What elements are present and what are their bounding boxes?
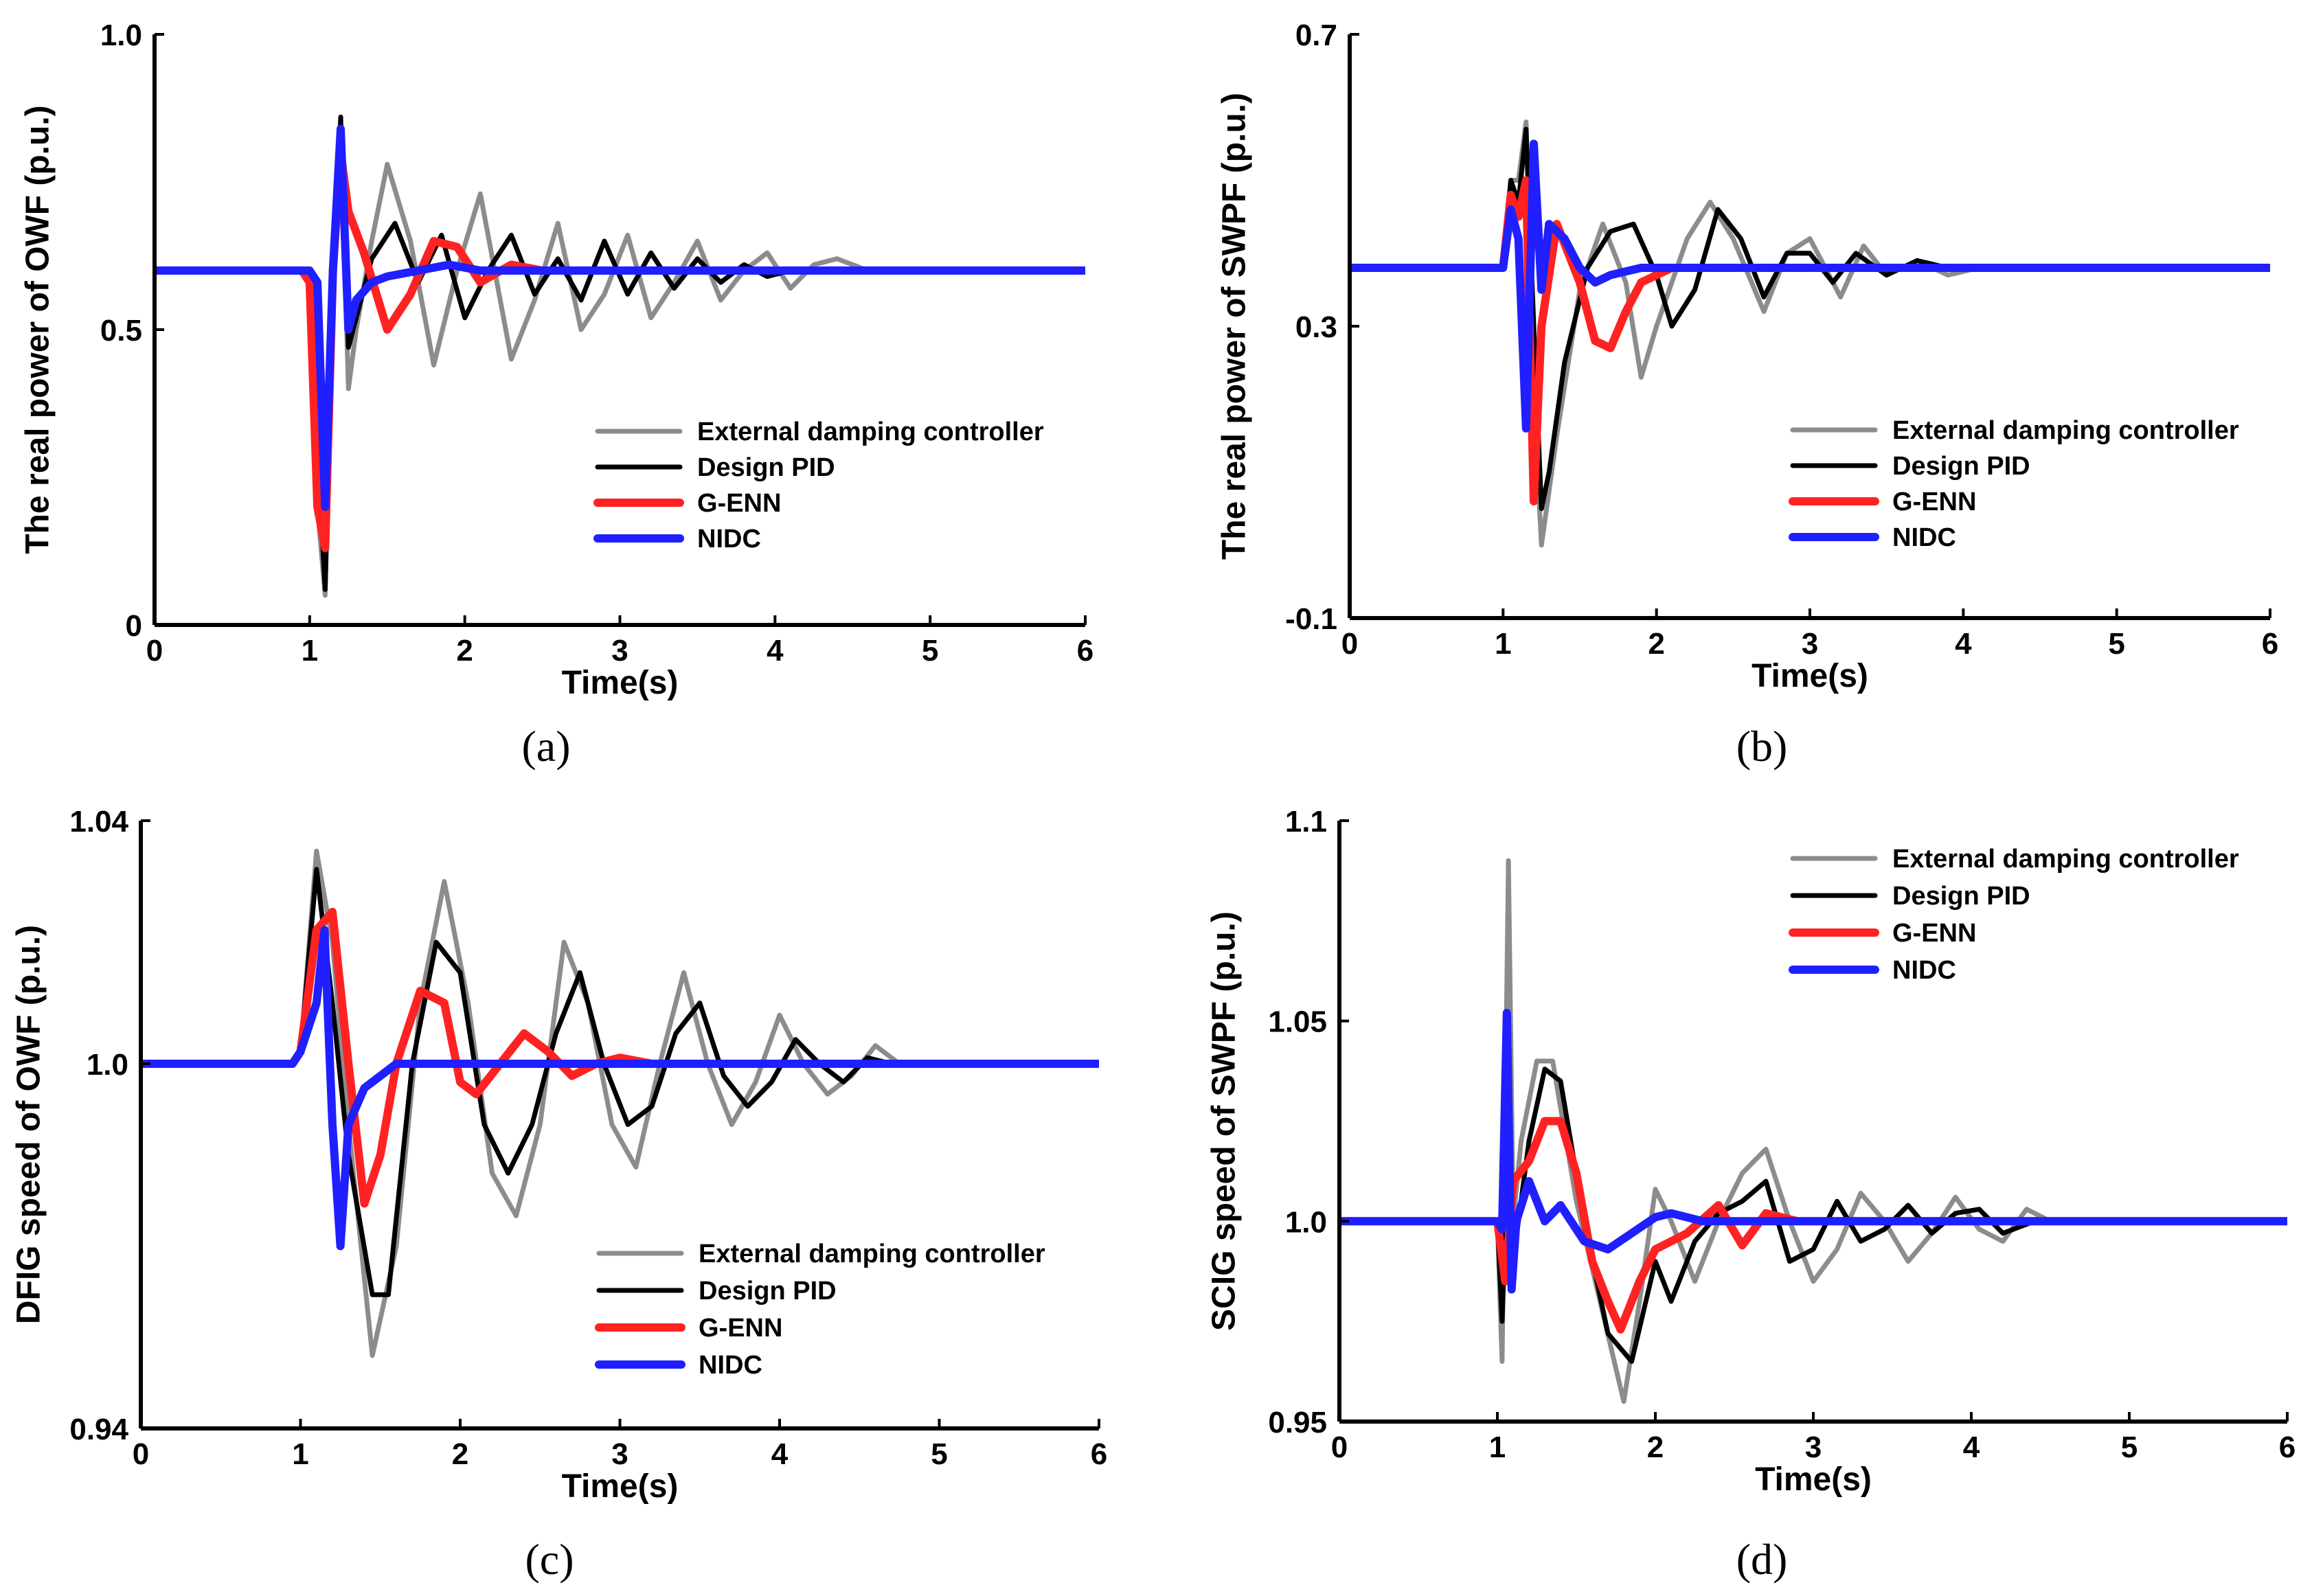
x-tick-label: 1 <box>302 634 318 668</box>
legend-label: G-ENN <box>1892 919 1976 948</box>
series-line-external-damping-controller <box>155 126 1085 598</box>
legend-label: NIDC <box>1892 523 1956 552</box>
panel-label: (c) <box>525 1535 574 1584</box>
series-line-nidc <box>1350 139 2270 433</box>
y-tick-label: 0.94 <box>69 1413 128 1446</box>
series-line-design-pid <box>155 114 1085 592</box>
x-tick-label: 5 <box>2121 1430 2138 1464</box>
y-axis-title: The real power of OWF (p.u.) <box>20 105 56 554</box>
x-tick-label: 5 <box>2108 627 2124 661</box>
x-tick-label: 5 <box>931 1437 947 1471</box>
chart-panel-4: 0 1 2 3 4 5 6 0.95 1.0 1.05 1.1 Time(s) SCIG speed o… <box>1206 805 2296 1584</box>
x-tick-label: 4 <box>1963 1430 1980 1464</box>
x-tick-label: 6 <box>1077 634 1093 668</box>
y-tick-label: 0.95 <box>1268 1406 1327 1439</box>
series-line-nidc <box>1339 1009 2287 1294</box>
series-line-g-enn <box>1339 1117 2287 1334</box>
x-tick-label: 2 <box>1647 1430 1664 1464</box>
series-line-design-pid <box>141 867 1099 1297</box>
legend-label: G-ENN <box>699 1314 782 1343</box>
x-axis-title: Time(s) <box>1755 1461 1872 1498</box>
x-tick-label: 0 <box>133 1437 149 1471</box>
y-tick-label: 1.1 <box>1285 805 1327 839</box>
panel-label: (a) <box>521 722 570 771</box>
series-line-design-pid <box>1339 1067 2287 1364</box>
x-tick-label: 6 <box>2279 1430 2296 1464</box>
x-axis-title: Time(s) <box>1752 658 1868 694</box>
legend-label: External damping controller <box>1892 845 2239 874</box>
x-tick-label: 2 <box>1648 627 1664 661</box>
x-tick-label: 0 <box>146 634 163 668</box>
x-tick-label: 3 <box>611 1437 628 1471</box>
y-axis-title: The real power of SWPF (p.u.) <box>1216 93 1253 560</box>
x-tick-label: 4 <box>771 1437 789 1471</box>
legend-label: Design PID <box>1892 452 2030 481</box>
x-axis-title: Time(s) <box>562 665 679 701</box>
legend-label: Design PID <box>697 453 835 482</box>
legend-label: G-ENN <box>1892 488 1976 516</box>
series-line-g-enn <box>155 148 1085 553</box>
x-tick-label: 2 <box>456 634 473 668</box>
series-line-design-pid <box>1350 126 2270 512</box>
y-tick-label: 0.3 <box>1295 310 1337 344</box>
legend-label: Design PID <box>699 1277 837 1306</box>
x-tick-label: 3 <box>1802 627 1818 661</box>
x-axis-title: Time(s) <box>562 1468 679 1505</box>
x-tick-label: 3 <box>1805 1430 1822 1464</box>
chart-panel-1: 0 1 2 3 4 5 6 0 0.5 1.0 Time(s) The real power of O… <box>20 19 1094 771</box>
y-tick-label: 1.0 <box>87 1048 128 1082</box>
y-tick-label: 1.05 <box>1268 1005 1327 1039</box>
x-tick-label: 3 <box>611 634 628 668</box>
legend-label: Design PID <box>1892 882 2030 911</box>
legend-label: NIDC <box>697 525 761 554</box>
x-tick-label: 2 <box>452 1437 468 1471</box>
x-tick-label: 4 <box>767 634 784 668</box>
series-line-external-damping-controller <box>1339 858 2287 1404</box>
legend: External damping controller Design PID G-E… <box>1789 845 2239 985</box>
y-tick-label: 1.04 <box>69 805 128 839</box>
legend-label: External damping controller <box>697 418 1044 446</box>
legend-label: G-ENN <box>697 489 781 518</box>
legend-label: NIDC <box>699 1351 762 1380</box>
x-tick-label: 6 <box>1091 1437 1107 1471</box>
series-line-nidc <box>141 926 1099 1251</box>
y-tick-label: 1.0 <box>1285 1205 1327 1239</box>
x-tick-label: 1 <box>1495 627 1511 661</box>
y-tick-label: 0 <box>126 609 142 643</box>
y-axis-title: SCIG speed of SWPF (p.u.) <box>1206 911 1243 1331</box>
series-line-g-enn <box>141 907 1099 1208</box>
series-line-g-enn <box>1350 176 2270 505</box>
panel-label: (d) <box>1736 1535 1788 1584</box>
x-tick-label: 1 <box>1489 1430 1506 1464</box>
x-tick-label: 0 <box>1341 627 1358 661</box>
legend-label: NIDC <box>1892 956 1956 985</box>
chart-panel-2: 0 1 2 3 4 5 6 -0.1 0.3 0.7 Time(s) The real power o… <box>1216 19 2279 771</box>
series-line-external-damping-controller <box>1350 119 2270 548</box>
x-tick-label: 6 <box>2262 627 2278 661</box>
y-tick-label: -0.1 <box>1285 602 1337 636</box>
y-tick-label: 0.7 <box>1295 19 1337 52</box>
series-line-nidc <box>155 124 1085 511</box>
legend-label: External damping controller <box>699 1240 1045 1268</box>
y-tick-label: 1.0 <box>100 19 142 52</box>
x-tick-label: 5 <box>922 634 938 668</box>
x-tick-label: 0 <box>1331 1430 1348 1464</box>
y-axis-title: DFIG speed of OWF (p.u.) <box>11 925 47 1324</box>
panel-label: (b) <box>1736 722 1788 771</box>
legend: External damping controller Design PID G-E… <box>595 1240 1045 1380</box>
x-tick-label: 1 <box>292 1437 308 1471</box>
x-tick-label: 4 <box>1955 627 1972 661</box>
legend: External damping controller Design PID G-E… <box>593 418 1044 554</box>
legend-label: External damping controller <box>1892 416 2239 445</box>
legend: External damping controller Design PID G-E… <box>1789 416 2239 552</box>
chart-panel-3: 0 1 2 3 4 5 6 0.94 1.0 1.04 Time(s) DFIG speed of O… <box>11 805 1108 1584</box>
y-tick-label: 0.5 <box>100 314 142 347</box>
